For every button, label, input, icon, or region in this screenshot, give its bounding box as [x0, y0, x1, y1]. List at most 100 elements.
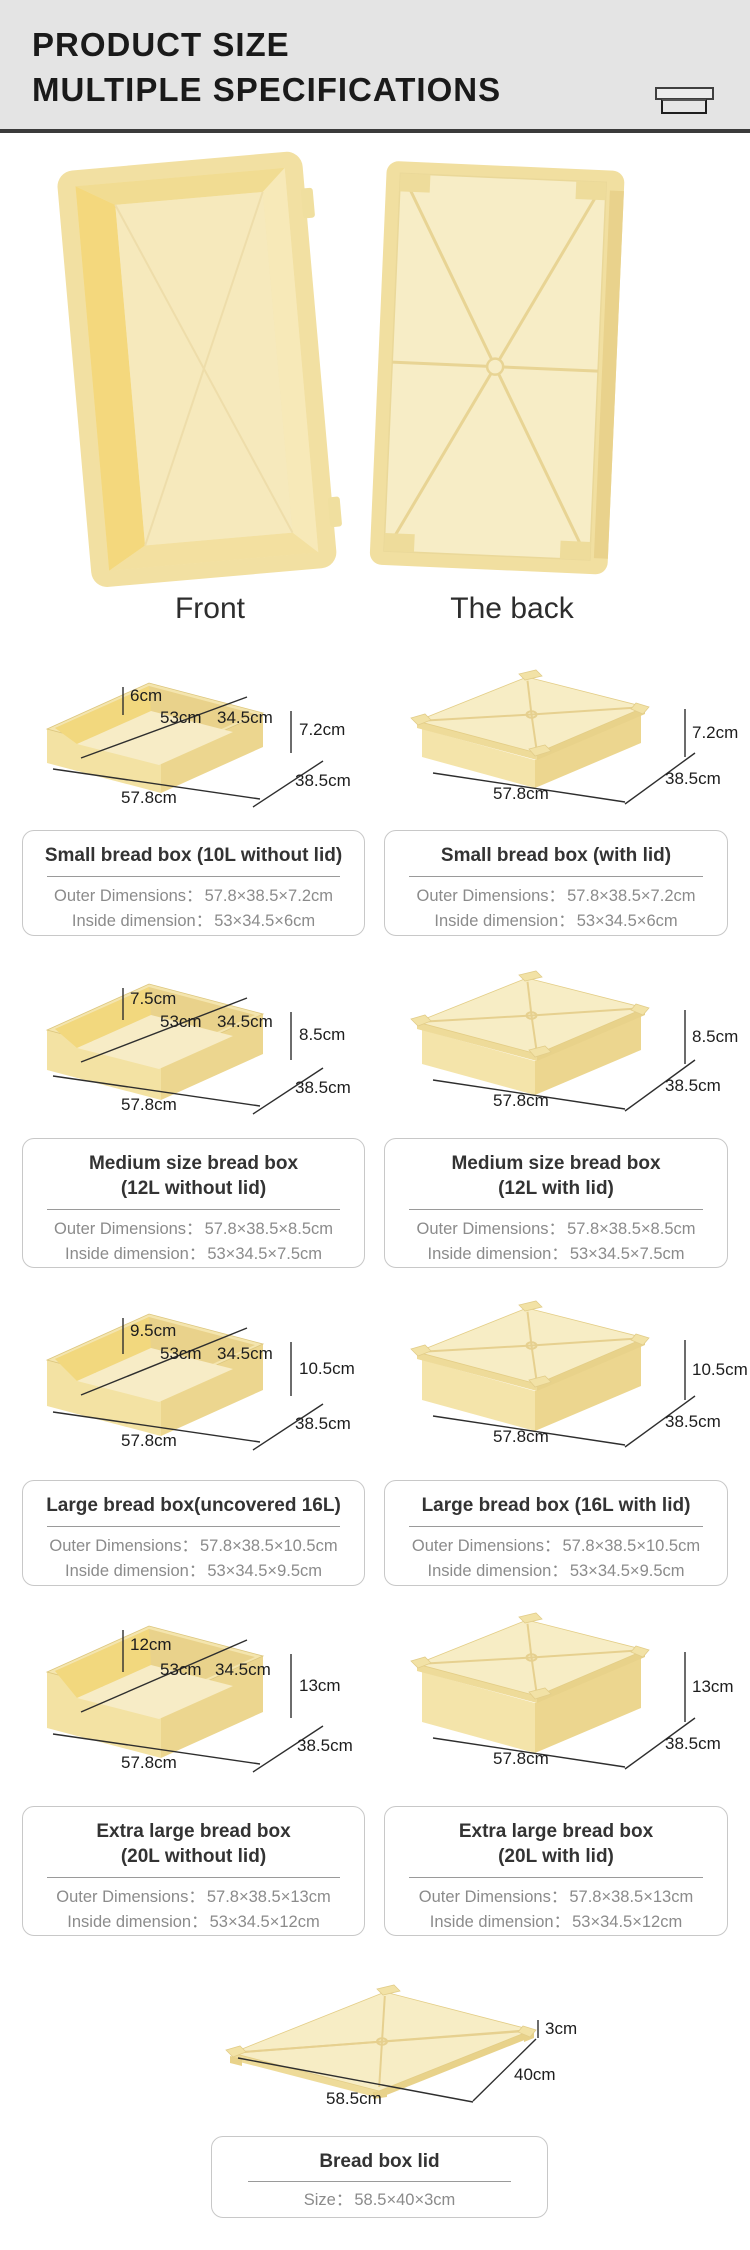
- width-dim: 57.8cm: [121, 1431, 177, 1450]
- card-divider: [47, 1877, 340, 1878]
- header: PRODUCT SIZE MULTIPLE SPECIFICATIONS: [0, 0, 750, 133]
- outer-dimensions-label: Outer Dimensions：: [416, 887, 566, 905]
- outer-dimensions-value: 57.8×38.5×13cm: [569, 1888, 694, 1906]
- inner-height-dim: 7.5cm: [130, 989, 177, 1008]
- outer-dimensions-line: Outer Dimensions： 57.8×38.5×13cm: [395, 1885, 717, 1910]
- width-dim: 57.8cm: [121, 788, 177, 807]
- outer-dimensions-value: 57.8×38.5×7.2cm: [204, 887, 333, 905]
- outer-dimensions-label: Outer Dimensions：: [49, 1537, 198, 1555]
- card-title: Extra large bread box (20L without lid): [96, 1821, 291, 1867]
- inside-dimensions-line: Inside dimension： 53×34.5×7.5cm: [395, 1242, 717, 1267]
- outer-dimensions-value: 57.8×38.5×8.5cm: [567, 1220, 696, 1238]
- depth-dim: 38.5cm: [665, 1412, 721, 1431]
- depth-dim: 38.5cm: [295, 1078, 351, 1097]
- outer-height-dim: 10.5cm: [692, 1360, 748, 1379]
- spec-card-extra-large-lidded: Extra large bread box (20L with lid) Out…: [384, 1806, 728, 1936]
- inside-dimensions-label: Inside dimension：: [67, 1913, 208, 1931]
- inside-dimensions-value: 53×34.5×7.5cm: [207, 1245, 322, 1263]
- outer-dimensions-value: 57.8×38.5×10.5cm: [199, 1537, 338, 1555]
- inner-length-dim: 53cm: [160, 1012, 202, 1031]
- inner-height-dim: 9.5cm: [130, 1321, 177, 1340]
- lid-height-dim: 3cm: [545, 2019, 578, 2038]
- open-tray-drawing: [45, 1313, 324, 1451]
- bread-box-icon: [654, 87, 714, 114]
- width-dim: 57.8cm: [121, 1753, 177, 1772]
- inside-dimensions-value: 53×34.5×6cm: [576, 912, 678, 930]
- dimension-lines: [432, 1652, 696, 1770]
- width-dim: 57.8cm: [493, 1427, 549, 1446]
- inner-width-dim: 34.5cm: [217, 708, 273, 727]
- diagram-row-large: 9.5cm 53cm 34.5cm 10.5cm 38.5cm 57.8cm: [0, 1296, 750, 1462]
- inside-dimensions-line: Inside dimension： 53×34.5×9.5cm: [395, 1559, 717, 1584]
- inside-dimensions-value: 53×34.5×12cm: [572, 1913, 683, 1931]
- inside-dimensions-label: Inside dimension：: [65, 1245, 206, 1263]
- lid-width-dim: 58.5cm: [326, 2089, 382, 2108]
- lidded-tray-diagram-large: 10.5cm 38.5cm 57.8cm: [385, 1296, 750, 1462]
- outer-dimensions-label: Outer Dimensions：: [56, 1888, 205, 1906]
- inner-height-dim: 12cm: [130, 1635, 172, 1654]
- width-dim: 57.8cm: [121, 1095, 177, 1114]
- flat-lid-drawing: [225, 1984, 539, 2103]
- outer-dimensions-line: Outer Dimensions： 57.8×38.5×8.5cm: [395, 1217, 717, 1242]
- inner-length-dim: 53cm: [160, 708, 202, 727]
- size-value: 58.5×40×3cm: [354, 2191, 456, 2209]
- spec-card-extra-large-open: Extra large bread box (20L without lid) …: [22, 1806, 365, 1936]
- width-dim: 57.8cm: [493, 1749, 549, 1768]
- spec-card-small-open: Small bread box (10L without lid) Outer …: [22, 830, 365, 936]
- open-tray-diagram-extra-large: 12cm 53cm 34.5cm 13cm 38.5cm 57.8cm: [35, 1608, 380, 1780]
- page-title-line2: MULTIPLE SPECIFICATIONS: [32, 71, 502, 108]
- inside-dimensions-line: Inside dimension： 53×34.5×12cm: [395, 1910, 717, 1935]
- lidded-tray-drawing: [410, 669, 696, 805]
- dimension-lines: [52, 687, 324, 808]
- outer-dimensions-value: 57.8×38.5×8.5cm: [204, 1220, 333, 1238]
- lidded-tray-diagram-extra-large: 13cm 38.5cm 57.8cm: [385, 1608, 750, 1780]
- inner-height-dim: 6cm: [130, 686, 163, 705]
- inside-dimensions-line: Inside dimension： 53×34.5×6cm: [395, 909, 717, 934]
- spec-card-medium-lidded: Medium size bread box (12L with lid) Out…: [384, 1138, 728, 1268]
- card-divider: [409, 1209, 703, 1210]
- outer-dimensions-line: Outer Dimensions： 57.8×38.5×10.5cm: [33, 1534, 354, 1559]
- dimension-lines: [52, 1630, 324, 1773]
- card-divider: [47, 876, 340, 877]
- outer-dimensions-label: Outer Dimensions：: [418, 1888, 568, 1906]
- dimension-lines: [52, 988, 324, 1115]
- front-view-label: Front: [174, 592, 246, 625]
- depth-dim: 38.5cm: [665, 1076, 721, 1095]
- open-tray-drawing: [45, 983, 324, 1115]
- spec-card-small-lidded: Small bread box (with lid) Outer Dimensi…: [384, 830, 728, 936]
- card-title: Bread box lid: [319, 2151, 440, 2172]
- bread-box-icon-box: [661, 99, 707, 114]
- depth-dim: 38.5cm: [295, 1414, 351, 1433]
- card-title: Small bread box (10L without lid): [44, 845, 343, 866]
- width-dim: 57.8cm: [493, 1091, 549, 1110]
- box-back-photo-drawing: [369, 161, 625, 575]
- card-title: Large bread box (16L with lid): [421, 1495, 691, 1516]
- photo-back-view: [369, 161, 632, 578]
- lidded-tray-drawing: [410, 1612, 696, 1770]
- open-tray-diagram-large: 9.5cm 53cm 34.5cm 10.5cm 38.5cm 57.8cm: [35, 1296, 380, 1462]
- width-dim: 57.8cm: [493, 784, 549, 803]
- card-divider: [47, 1526, 340, 1527]
- inner-length-dim: 53cm: [160, 1344, 202, 1363]
- open-tray-diagram-small: 6cm 53cm 34.5cm 7.2cm 38.5cm 57.8cm: [35, 665, 380, 817]
- inner-width-dim: 34.5cm: [215, 1660, 271, 1679]
- depth-dim: 38.5cm: [665, 769, 721, 788]
- outer-height-dim: 10.5cm: [299, 1359, 355, 1378]
- lid-depth-dim: 40cm: [514, 2065, 556, 2084]
- outer-dimensions-label: Outer Dimensions：: [54, 887, 203, 905]
- page-title-line1: PRODUCT SIZE: [32, 26, 290, 63]
- outer-dimensions-label: Outer Dimensions：: [411, 1537, 561, 1555]
- outer-dimensions-value: 57.8×38.5×7.2cm: [567, 887, 696, 905]
- lidded-tray-drawing: [410, 970, 696, 1112]
- inside-dimensions-line: Inside dimension： 53×34.5×12cm: [33, 1910, 354, 1935]
- spec-card-large-open: Large bread box(uncovered 16L) Outer Dim…: [22, 1480, 365, 1586]
- inside-dimensions-line: Inside dimension： 53×34.5×6cm: [33, 909, 354, 934]
- inside-dimensions-line: Inside dimension： 53×34.5×7.5cm: [33, 1242, 354, 1267]
- depth-dim: 38.5cm: [295, 771, 351, 790]
- dimension-lines: [432, 709, 696, 805]
- card-title: Small bread box (with lid): [440, 845, 672, 866]
- outer-height-dim: 8.5cm: [299, 1025, 346, 1044]
- inside-dimensions-value: 53×34.5×7.5cm: [569, 1245, 685, 1263]
- dimension-lines: [432, 1010, 696, 1112]
